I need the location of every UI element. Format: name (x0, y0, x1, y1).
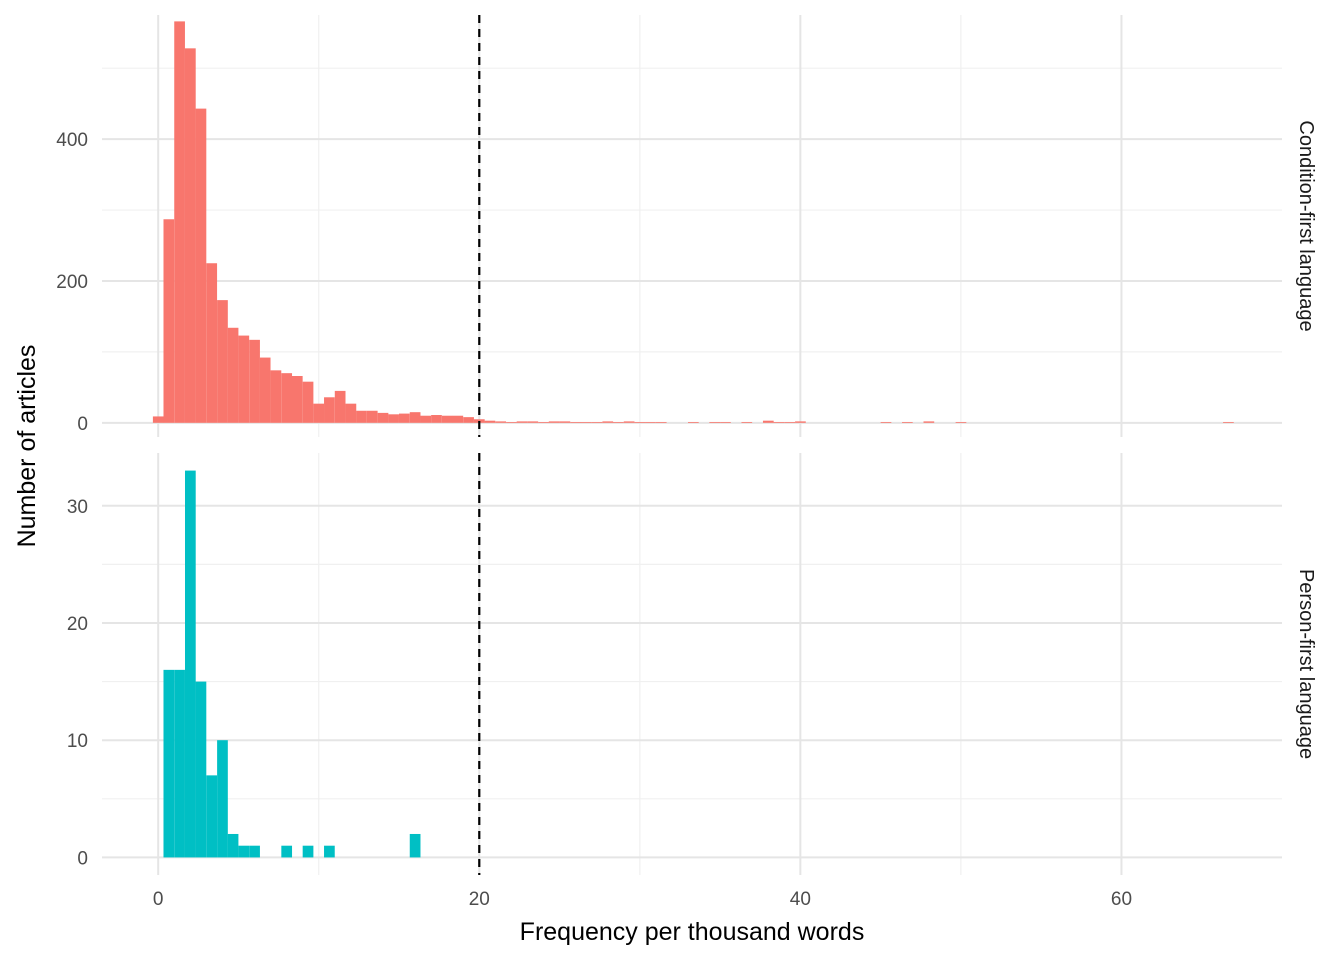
histogram-bar (420, 415, 432, 423)
y-tick-label: 400 (56, 130, 88, 151)
histogram-bar (795, 421, 806, 423)
y-tick-label: 200 (56, 272, 88, 293)
histogram-bar (313, 403, 325, 423)
histogram-bar (559, 421, 571, 423)
y-tick-label: 20 (67, 614, 88, 635)
histogram-bar (334, 390, 346, 423)
x-tick-label: 60 (1111, 889, 1132, 910)
histogram-bar (195, 108, 207, 423)
histogram-bar (163, 219, 175, 423)
histogram-bar (238, 335, 250, 423)
histogram-bar (452, 415, 464, 423)
histogram-bar (302, 845, 314, 858)
histogram-bar (634, 422, 646, 423)
histogram-bar (602, 421, 614, 423)
histogram-bar (506, 422, 517, 423)
labels-layer: Frequency per thousand words Number of a… (13, 120, 1317, 946)
histogram-bar (206, 263, 218, 423)
y-tick-label: 30 (67, 497, 88, 518)
y-tick-label: 0 (77, 848, 88, 869)
histogram-bar (741, 422, 753, 423)
histogram-bar (441, 415, 453, 423)
histogram-bar (1223, 422, 1234, 423)
histogram-bar (709, 422, 721, 423)
histogram-bar (773, 422, 785, 423)
y-tick-label: 0 (77, 414, 88, 435)
histogram-bar (324, 845, 335, 858)
histogram-bar (174, 21, 185, 423)
histogram-bar (762, 420, 774, 423)
histogram-bar (623, 421, 635, 423)
histogram-bar (463, 417, 474, 423)
histogram-bar (377, 412, 389, 423)
histogram-bar (880, 422, 892, 423)
histogram-bar (923, 421, 935, 423)
histogram-bar (720, 422, 731, 423)
histogram-bar (431, 415, 442, 423)
histogram-bar (152, 416, 164, 423)
x-tick-label: 0 (153, 889, 164, 910)
histogram-bar (548, 421, 560, 423)
histogram-bar (238, 845, 250, 858)
histogram-bar (655, 422, 667, 423)
histogram-bar (227, 833, 239, 858)
histogram-bar (784, 422, 796, 423)
histogram-bar (580, 422, 592, 423)
histogram-bar (388, 414, 399, 423)
histogram-bar (356, 410, 367, 423)
histogram-bar (955, 422, 967, 423)
histogram-bar (399, 413, 410, 423)
histogram-bar (174, 669, 185, 858)
histogram-bar (345, 403, 357, 423)
histogram-bar (270, 370, 282, 423)
y-axis-title: Number of articles (13, 345, 41, 548)
histogram-bar (324, 397, 335, 423)
facet-strip-label: Person-first language (1295, 569, 1317, 759)
histogram-bar (249, 339, 260, 423)
histogram-bar (516, 421, 528, 423)
histogram-bar (259, 357, 271, 423)
histogram-bar (185, 470, 196, 858)
histogram-bar (249, 845, 260, 858)
histogram-bar (302, 381, 314, 423)
histogram-bar (687, 422, 699, 423)
y-tick-label: 10 (67, 731, 88, 752)
x-tick-label: 40 (790, 889, 811, 910)
histogram-bar (484, 420, 496, 423)
grid-layer (102, 15, 1282, 875)
histogram-bar (366, 410, 378, 423)
histogram-bar (538, 422, 549, 423)
histogram-bar (613, 422, 624, 423)
x-axis-title: Frequency per thousand words (520, 918, 865, 946)
histogram-bar (495, 421, 507, 423)
histogram-bar (409, 412, 421, 423)
histogram-bar (281, 373, 293, 423)
histogram-bar (291, 376, 303, 423)
histogram-bar (163, 669, 175, 858)
histogram-bar (185, 48, 196, 423)
x-tick-label: 20 (469, 889, 490, 910)
histogram-bar (901, 422, 913, 423)
histogram-bar (217, 300, 228, 423)
histogram-bar (570, 422, 582, 423)
histogram-bar (527, 421, 539, 423)
histogram-bar (206, 775, 218, 858)
histogram-bar (591, 422, 603, 423)
histogram-bar (645, 422, 656, 423)
histogram-bar (195, 681, 207, 858)
histogram-bar (409, 833, 421, 858)
histogram-bar (227, 327, 239, 423)
histogram-bar (217, 740, 228, 858)
histogram-bar (281, 845, 293, 858)
facet-strip-label: Condition-first language (1295, 120, 1317, 331)
bars-layer (152, 21, 1234, 858)
